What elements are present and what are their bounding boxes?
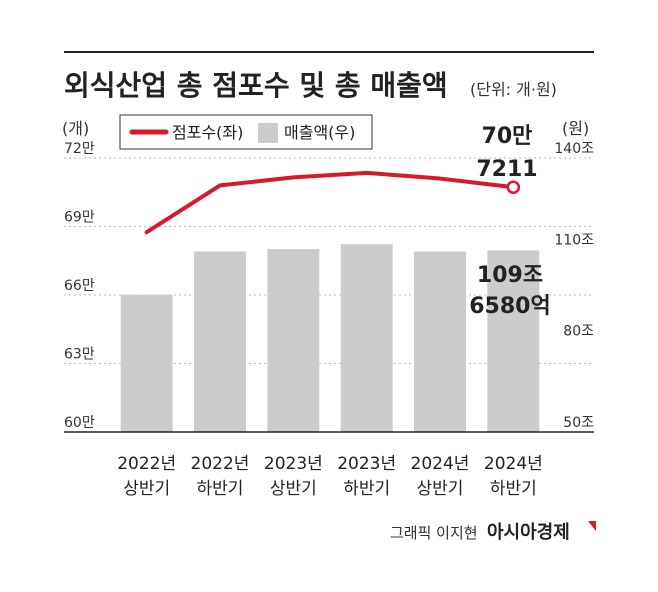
- left-axis-unit: (개): [62, 119, 89, 138]
- category-year-label: 2023년: [337, 454, 396, 474]
- left-axis: 72만 69만 66만 63만 60만: [64, 141, 95, 431]
- bar: [194, 251, 246, 432]
- credit-label: 그래픽 이지현: [390, 524, 478, 542]
- unit-note: (단위: 개·원): [470, 80, 557, 99]
- brand-mark-icon: [588, 521, 596, 531]
- line-end-marker: [506, 180, 521, 194]
- right-axis-unit: (원): [562, 119, 589, 138]
- left-tick-label: 69만: [64, 210, 95, 226]
- annotation-stores-line1: 70만: [482, 124, 533, 149]
- legend-bar-swatch: [258, 123, 278, 143]
- category-year-label: 2022년: [117, 454, 176, 474]
- legend: 점포수(좌) 매출액(우): [119, 114, 373, 150]
- credit-brand: 아시아경제: [487, 522, 570, 543]
- category-half-label: 상반기: [123, 479, 170, 499]
- legend-line-label: 점포수(좌): [172, 123, 243, 142]
- bar: [340, 244, 393, 432]
- annotation-sales-line2: 6580억: [469, 294, 550, 319]
- annotation-stores-line2: 7211: [476, 157, 537, 182]
- line-path: [144, 170, 516, 235]
- legend-box: [119, 114, 373, 150]
- bar: [267, 249, 320, 432]
- category-year-label: 2022년: [191, 454, 250, 474]
- category-year-label: 2024년: [411, 454, 470, 474]
- line-series: [144, 170, 521, 235]
- left-tick-label: 66만: [64, 278, 95, 294]
- right-tick-label: 140조: [554, 141, 594, 157]
- chart-title: 외식산업 총 점포수 및 총 매출액: [64, 69, 448, 102]
- category-half-label: 상반기: [270, 479, 317, 499]
- legend-bar-label: 매출액(우): [284, 123, 355, 142]
- category-year-label: 2023년: [264, 454, 323, 474]
- bar: [120, 294, 173, 432]
- bar: [487, 250, 540, 432]
- right-tick-label: 80조: [563, 324, 594, 340]
- bar: [414, 251, 466, 432]
- category-half-label: 하반기: [197, 479, 244, 499]
- category-half-label: 하반기: [343, 479, 390, 499]
- category-year-label: 2024년: [484, 454, 543, 474]
- category-half-label: 하반기: [490, 479, 537, 499]
- right-axis: 140조 110조 80조 50조: [554, 141, 594, 431]
- left-tick-label: 63만: [64, 347, 95, 363]
- left-tick-label: 72만: [64, 141, 95, 157]
- annotation-sales-line1: 109조: [477, 263, 543, 288]
- left-tick-label: 60만: [64, 415, 95, 431]
- right-tick-label: 50조: [563, 415, 594, 431]
- right-tick-label: 110조: [554, 232, 594, 248]
- bar-series: [120, 244, 540, 432]
- category-half-label: 상반기: [417, 479, 464, 499]
